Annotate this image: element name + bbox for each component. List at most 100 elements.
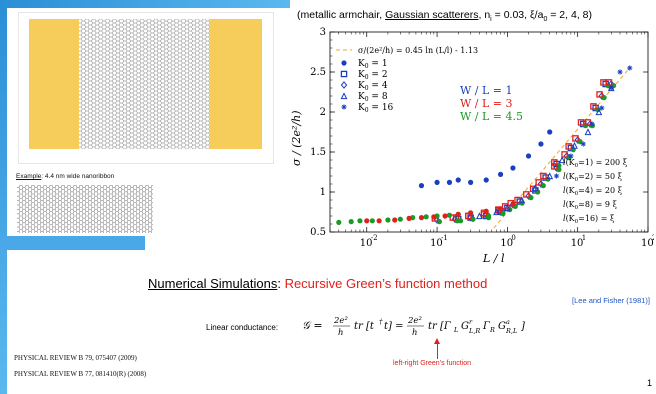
svg-text:G: G <box>498 321 506 332</box>
data-point <box>392 217 398 223</box>
legend-label: K0 = 4 <box>358 81 388 92</box>
data-point <box>599 105 605 111</box>
svg-text:†: † <box>379 318 383 326</box>
data-point <box>434 179 440 185</box>
data-point <box>590 103 597 110</box>
svg-text:h: h <box>412 328 417 338</box>
data-point <box>528 195 534 201</box>
data-point <box>357 218 363 224</box>
data-point <box>423 214 429 220</box>
data-point <box>558 156 566 164</box>
data-point <box>577 119 585 126</box>
svg-text:L,R: L,R <box>468 327 480 335</box>
x-tick-exponent: 2 <box>652 234 654 242</box>
data-point <box>485 213 492 219</box>
data-point <box>601 95 607 101</box>
data-point <box>545 176 551 182</box>
svg-text:h: h <box>338 328 343 338</box>
reference-1: PHYSICAL REVIEW B 79, 075407 (2009) <box>14 354 137 362</box>
linear-conductance-label: Linear conductance: <box>206 323 279 332</box>
mean-free-path-label: l(K0=16) = ξ <box>563 214 615 225</box>
data-point <box>493 208 500 216</box>
legend-marker <box>341 60 347 66</box>
svg-text:2e²: 2e² <box>333 316 348 326</box>
svg-text:G: G <box>461 321 469 332</box>
legend-marker <box>340 92 348 100</box>
data-point <box>523 191 530 198</box>
data-point <box>364 218 370 224</box>
svg-text:R,L: R,L <box>505 327 517 335</box>
data-point <box>572 135 579 142</box>
data-point <box>546 172 554 180</box>
data-point <box>617 69 623 75</box>
data-point <box>563 152 571 160</box>
legend-marker <box>340 70 348 78</box>
nanoribbon-lattice <box>17 185 153 233</box>
legend-marker <box>341 104 347 110</box>
legend-label: K0 = 16 <box>358 103 394 114</box>
mean-free-path-label: l(K0=8) = 9 ξ <box>563 200 618 211</box>
data-point <box>589 121 595 127</box>
svg-text:R: R <box>489 326 495 334</box>
x-tick-exponent: -1 <box>441 234 448 242</box>
y-tick-label: 2 <box>320 107 326 118</box>
data-point <box>455 177 461 183</box>
data-point <box>551 159 558 166</box>
data-point <box>608 85 614 91</box>
ratio-label: W / L = 4.5 <box>460 110 523 123</box>
data-point <box>538 141 544 147</box>
svg-text:Γ: Γ <box>482 321 491 332</box>
data-point <box>436 219 443 225</box>
x-tick-exponent: -2 <box>371 234 378 242</box>
legend-marker <box>340 81 348 89</box>
data-point <box>584 128 592 136</box>
ratio-label: W / L = 1 <box>460 84 513 97</box>
data-point <box>565 143 572 150</box>
slide-frame-left <box>0 0 7 394</box>
data-point <box>446 179 453 185</box>
right-electrode <box>210 19 262 149</box>
data-point <box>510 165 516 171</box>
x-axis-label: L / l <box>482 252 505 265</box>
x-tick-label: 10 <box>571 238 584 249</box>
data-point <box>574 136 581 144</box>
data-point <box>571 141 578 149</box>
svg-text:L: L <box>453 326 458 334</box>
reference-2: PHYSICAL REVIEW B 77, 081410(R) (2008) <box>14 370 147 378</box>
data-point <box>577 139 583 145</box>
data-point <box>525 192 532 200</box>
data-point <box>518 196 526 204</box>
data-point <box>627 65 633 71</box>
slide-frame-bottom <box>0 236 145 250</box>
data-point <box>519 200 525 206</box>
left-right-greens-function-label: left-right Green’s function <box>393 360 472 367</box>
data-point <box>406 215 412 221</box>
data-point <box>553 164 560 172</box>
data-point <box>470 216 476 222</box>
y-tick-label: 3 <box>320 27 326 38</box>
data-point <box>497 208 504 216</box>
y-axis-label: σ / (2e²/h) <box>290 111 303 167</box>
y-tick-label: 1.5 <box>310 147 326 158</box>
legend-label: K0 = 8 <box>358 92 388 103</box>
data-point <box>605 79 613 86</box>
svg-text:𝒢 =: 𝒢 = <box>302 319 323 332</box>
example-caption: Example: 4.4 nm wide nanoribbon <box>16 173 115 180</box>
ratio-label: W / L = 3 <box>460 97 513 110</box>
data-point <box>482 210 490 219</box>
arrow-stem <box>437 340 438 359</box>
data-point <box>551 163 558 170</box>
legend-label: K0 = 2 <box>358 70 388 81</box>
data-point <box>433 216 441 224</box>
svg-text:2e²: 2e² <box>407 316 422 326</box>
data-point <box>525 153 532 159</box>
data-point <box>468 210 474 216</box>
data-point <box>500 211 506 217</box>
data-point <box>442 213 448 219</box>
svg-text:]: ] <box>520 321 525 332</box>
data-point <box>596 91 603 98</box>
page-number: 1 <box>646 378 652 388</box>
graphene-ribbon <box>79 19 210 149</box>
y-tick-label: 0.5 <box>310 227 326 238</box>
